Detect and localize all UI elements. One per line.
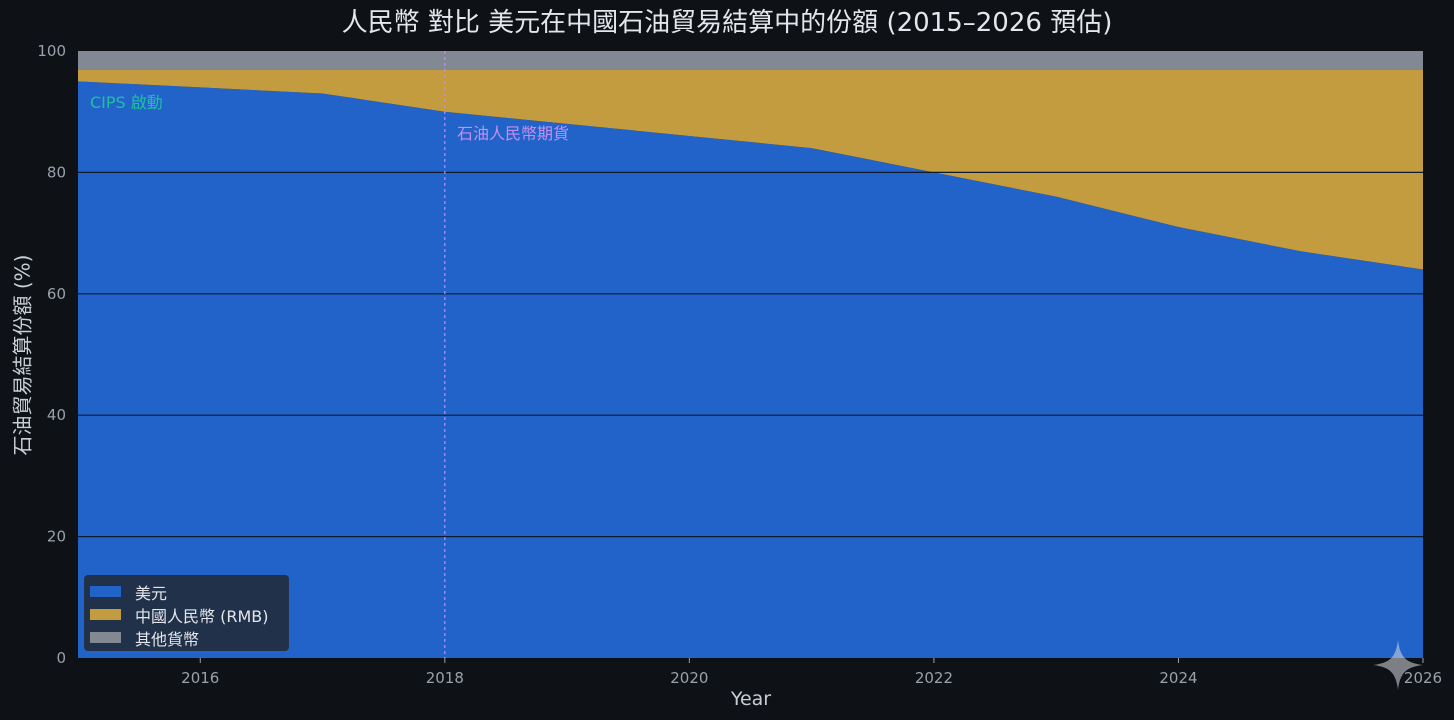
x-tick-label-2018: 2018: [426, 669, 464, 687]
y-tick-label-0: 0: [56, 649, 66, 667]
legend: 美元 中國人民幣 (RMB) 其他貨幣: [84, 575, 289, 651]
legend-label-rmb: 中國人民幣 (RMB): [135, 606, 269, 626]
y-tick-label-100: 100: [37, 42, 66, 60]
legend-item-usd: 美元: [90, 580, 289, 603]
legend-swatch-usd: [90, 586, 121, 597]
x-tick-label-2020: 2020: [670, 669, 708, 687]
x-tick-label-2022: 2022: [915, 669, 953, 687]
x-tick-label-2016: 2016: [181, 669, 219, 687]
legend-label-other: 其他貨幣: [135, 629, 200, 649]
annotation-cips-launch: CIPS 啟動: [90, 93, 163, 112]
legend-swatch-rmb: [90, 609, 121, 620]
legend-item-other: 其他貨幣: [90, 626, 289, 649]
x-axis-label: Year: [730, 688, 772, 710]
x-tick-label-2026: 2026: [1404, 669, 1442, 687]
x-tick-label-2024: 2024: [1159, 669, 1197, 687]
y-tick-label-80: 80: [47, 163, 66, 181]
area-series-usd: [78, 81, 1423, 659]
area-series-other: [78, 51, 1423, 70]
legend-item-rmb: 中國人民幣 (RMB): [90, 603, 289, 626]
legend-swatch-other: [90, 632, 121, 643]
chart-title: 人民幣 對比 美元在中國石油貿易結算中的份額 (2015–2026 預估): [341, 8, 1113, 38]
y-tick-label-20: 20: [47, 528, 66, 546]
y-axis-label: 石油貿易結算份額 (%): [10, 254, 35, 456]
area-series-rmb: [78, 69, 1423, 270]
y-tick-label-60: 60: [47, 285, 66, 303]
legend-label-usd: 美元: [135, 583, 168, 603]
sparkle-icon: [1373, 640, 1423, 690]
annotation-petroyuan-futures: 石油人民幣期貨: [457, 124, 570, 143]
y-tick-label-40: 40: [47, 406, 66, 424]
